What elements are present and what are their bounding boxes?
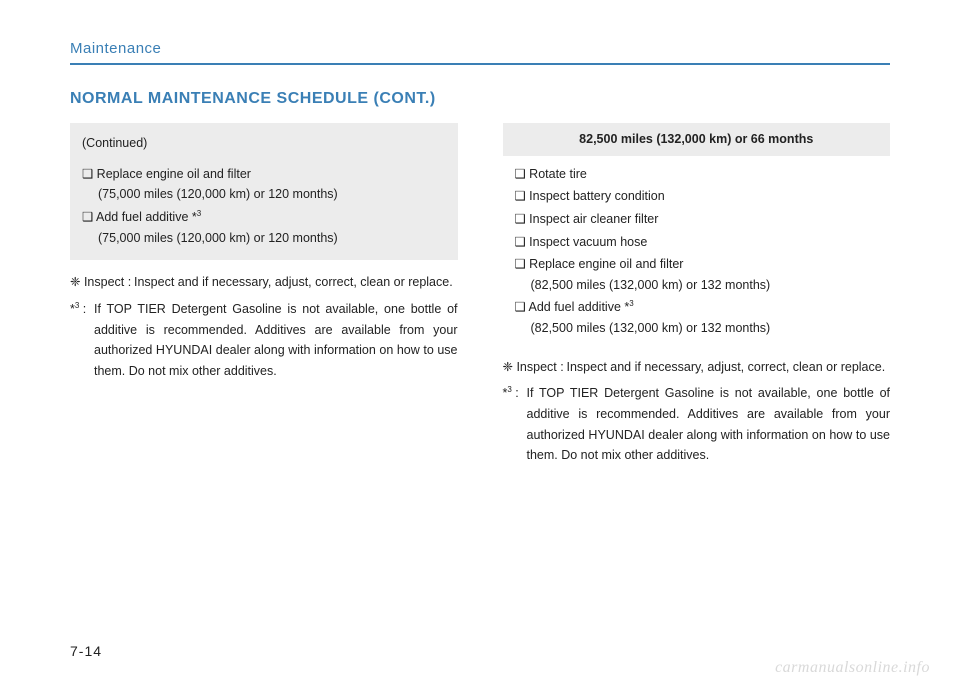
page-title: NORMAL MAINTENANCE SCHEDULE (CONT.) xyxy=(70,90,890,108)
item-sub: (75,000 miles (120,000 km) or 120 months… xyxy=(82,228,446,249)
list-item: ❑ Replace engine oil and filter xyxy=(515,254,879,275)
list-item: ❑ Replace engine oil and filter xyxy=(82,164,446,185)
footnote-text: If TOP TIER Detergent Gasoline is not av… xyxy=(94,299,458,382)
inspect-text: Inspect and if necessary, adjust, correc… xyxy=(567,357,886,378)
item-sup: 3 xyxy=(197,209,201,218)
page: Maintenance NORMAL MAINTENANCE SCHEDULE … xyxy=(0,0,960,689)
list-item: ❑ Add fuel additive *3 xyxy=(515,297,879,318)
header-rule xyxy=(70,63,890,65)
inspect-note: ❈ Inspect : Inspect and if necessary, ad… xyxy=(503,357,891,378)
columns: (Continued) ❑ Replace engine oil and fil… xyxy=(70,123,890,466)
continued-label: (Continued) xyxy=(82,133,446,154)
item-text: ❑ Add fuel additive * xyxy=(515,301,630,315)
item-sub: (75,000 miles (120,000 km) or 120 months… xyxy=(82,184,446,205)
page-header: Maintenance xyxy=(70,40,890,65)
footnote: *3 : If TOP TIER Detergent Gasoline is n… xyxy=(70,299,458,382)
item-sup: 3 xyxy=(629,299,633,308)
list-item: ❑ Inspect vacuum hose xyxy=(515,232,879,253)
inspect-text: Inspect and if necessary, adjust, correc… xyxy=(134,272,453,293)
right-column: 82,500 miles (132,000 km) or 66 months ❑… xyxy=(503,123,891,466)
section-name: Maintenance xyxy=(70,40,890,63)
item-text: ❑ Add fuel additive * xyxy=(82,210,197,224)
list-item: ❑ Rotate tire xyxy=(515,164,879,185)
footnote-label: *3 : xyxy=(70,299,94,382)
continued-box: (Continued) ❑ Replace engine oil and fil… xyxy=(70,123,458,260)
list-item: ❑ Add fuel additive *3 xyxy=(82,207,446,228)
footnote-label: *3 : xyxy=(503,383,527,466)
schedule-header: 82,500 miles (132,000 km) or 66 months xyxy=(503,123,891,156)
page-number: 7-14 xyxy=(70,643,102,659)
schedule-body: ❑ Rotate tire ❑ Inspect battery conditio… xyxy=(503,156,891,351)
item-sub: (82,500 miles (132,000 km) or 132 months… xyxy=(515,318,879,339)
list-item: ❑ Inspect battery condition xyxy=(515,186,879,207)
list-item: ❑ Inspect air cleaner filter xyxy=(515,209,879,230)
item-text: ❑ Replace engine oil and filter xyxy=(515,257,684,271)
item-sub: (82,500 miles (132,000 km) or 132 months… xyxy=(515,275,879,296)
inspect-label: ❈ Inspect : xyxy=(503,357,567,378)
left-column: (Continued) ❑ Replace engine oil and fil… xyxy=(70,123,458,466)
inspect-note: ❈ Inspect : Inspect and if necessary, ad… xyxy=(70,272,458,293)
inspect-label: ❈ Inspect : xyxy=(70,272,134,293)
item-text: ❑ Replace engine oil and filter xyxy=(82,167,251,181)
watermark: carmanualsonline.info xyxy=(775,659,930,677)
footnote-text: If TOP TIER Detergent Gasoline is not av… xyxy=(527,383,891,466)
footnote: *3 : If TOP TIER Detergent Gasoline is n… xyxy=(503,383,891,466)
